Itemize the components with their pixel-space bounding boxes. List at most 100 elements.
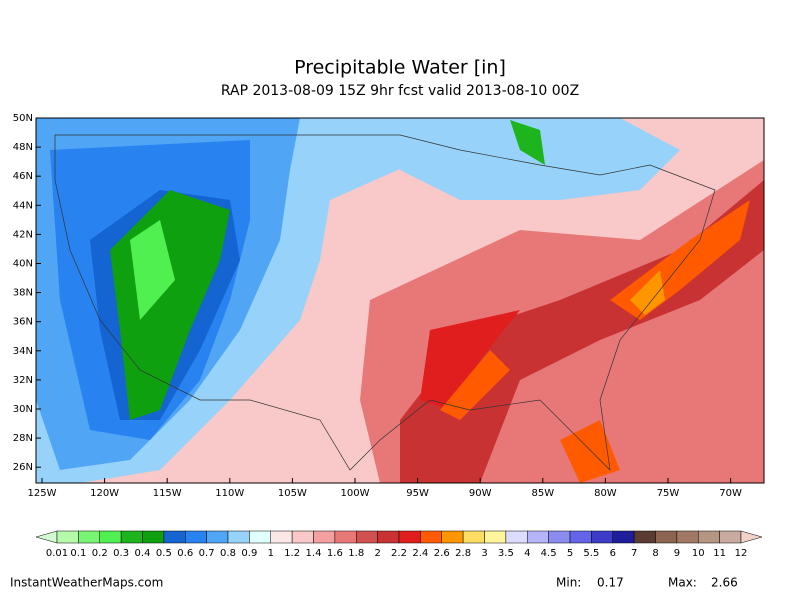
subtitle: RAP 2013-08-09 15Z 9hr fcst valid 2013-0… (221, 83, 579, 99)
field (130, 220, 175, 320)
colorbar-box (120, 530, 143, 544)
lon-label: 95W (406, 488, 429, 499)
colorbar-box (142, 530, 165, 544)
colorbar-label: 5 (567, 548, 573, 559)
colorbar-box (334, 530, 357, 544)
colorbar: 0.01 0.1 0.2 0.3 0.4 0.5 0.6 0.7 0.8 0.9 1 1.2 1.4 1.… (35, 530, 763, 559)
colorbar-label: 4 (524, 548, 530, 559)
colorbar-box (163, 530, 186, 544)
country-border (54, 134, 716, 471)
colorbar-label: 8 (652, 548, 658, 559)
colorbar-label: 3.5 (498, 548, 514, 559)
colorbar-label: 0.7 (199, 548, 215, 559)
max-label: Max: (668, 576, 697, 590)
lat-label: 48N (13, 142, 33, 153)
colorbar-label: 0.9 (241, 548, 257, 559)
colorbar-box (270, 530, 293, 544)
colorbar-box (676, 530, 699, 544)
colorbar-label: 9 (674, 548, 680, 559)
colorbar-box (698, 530, 720, 544)
field (510, 120, 545, 165)
lat-label: 32N (13, 375, 33, 386)
colorbar-box (441, 530, 464, 544)
colorbar-box (612, 530, 635, 544)
colorbar-box (56, 530, 79, 544)
lon-label: 75W (657, 488, 680, 499)
colorbar-label: 3 (481, 548, 487, 559)
colorbar-box (527, 530, 549, 544)
lon-label: 100W (341, 488, 370, 499)
lat-label: 28N (13, 433, 33, 444)
lat-label: 44N (13, 200, 33, 211)
colorbar-label: 0.6 (177, 548, 193, 559)
colorbar-label: 0.8 (220, 548, 236, 559)
colorbar-label: 0.01 (46, 548, 68, 559)
field (440, 350, 510, 420)
lat-label: 26N (13, 462, 33, 473)
colorbar-box (505, 530, 528, 544)
lat-label: 30N (13, 404, 33, 415)
map (35, 117, 765, 484)
colorbar-label: 1.4 (306, 548, 322, 559)
lon-label: 70W (719, 488, 742, 499)
colorbar-box (291, 530, 314, 544)
colorbar-label: 2.6 (434, 548, 450, 559)
colorbar-box (313, 530, 336, 544)
colorbar-box (591, 530, 613, 544)
field (630, 270, 665, 315)
lat-label: 50N (13, 113, 33, 124)
colorbar-box (377, 530, 400, 544)
colorbar-box (99, 530, 122, 544)
colorbar-box (633, 530, 656, 544)
colorbar-label: 1.8 (348, 548, 364, 559)
colorbar-box (655, 530, 678, 544)
colorbar-box (484, 530, 507, 544)
lat-label: 42N (13, 229, 33, 240)
colorbar-label: 10 (692, 548, 705, 559)
lat-axis: 50N 48N 46N 44N 42N 40N 38N 36N 34N 32N 30N 28N 26N (13, 113, 41, 473)
lon-label: 115W (153, 488, 182, 499)
colorbar-label: 0.4 (135, 548, 151, 559)
map-frame (35, 117, 765, 484)
lon-label: 120W (90, 488, 119, 499)
colorbar-box (356, 530, 378, 544)
lon-axis: 125W 120W 115W 110W 105W 100W 95W 90W 85W 80W 75W 7… (28, 478, 742, 499)
lon-label: 80W (594, 488, 617, 499)
colorbar-box (420, 530, 442, 544)
colorbar-label: 1.2 (284, 548, 300, 559)
colorbar-label: 0.1 (70, 548, 86, 559)
min-value: 0.17 (597, 576, 624, 590)
lat-label: 34N (13, 346, 33, 357)
lon-label: 90W (469, 488, 492, 499)
lon-label: 125W (28, 488, 57, 499)
lon-label: 110W (215, 488, 244, 499)
colorbar-label: 6 (610, 548, 616, 559)
colorbar-label: 5.5 (583, 548, 599, 559)
lat-label: 46N (13, 171, 33, 182)
colorbar-box (249, 530, 271, 544)
colorbar-label: 2 (374, 548, 380, 559)
lat-label: 40N (13, 259, 33, 270)
min-label: Min: (556, 576, 581, 590)
colorbar-label: 4.5 (541, 548, 557, 559)
colorbar-box (206, 530, 229, 544)
colorbar-box (548, 530, 571, 544)
colorbar-label: 0.3 (113, 548, 129, 559)
colorbar-label: 2.8 (455, 548, 471, 559)
colorbar-label: 11 (713, 548, 726, 559)
lon-label: 85W (531, 488, 554, 499)
field (420, 310, 520, 410)
colorbar-over (740, 530, 763, 544)
colorbar-label: 1 (268, 548, 274, 559)
colorbar-box (569, 530, 592, 544)
colorbar-label: 2.4 (412, 548, 428, 559)
colorbar-box (185, 530, 207, 544)
colorbar-label: 7 (631, 548, 637, 559)
colorbar-box (462, 530, 485, 544)
colorbar-label: 0.2 (92, 548, 108, 559)
colorbar-label: 0.5 (156, 548, 172, 559)
lat-label: 38N (13, 288, 33, 299)
colorbar-box (227, 530, 250, 544)
colorbar-box (78, 530, 100, 544)
